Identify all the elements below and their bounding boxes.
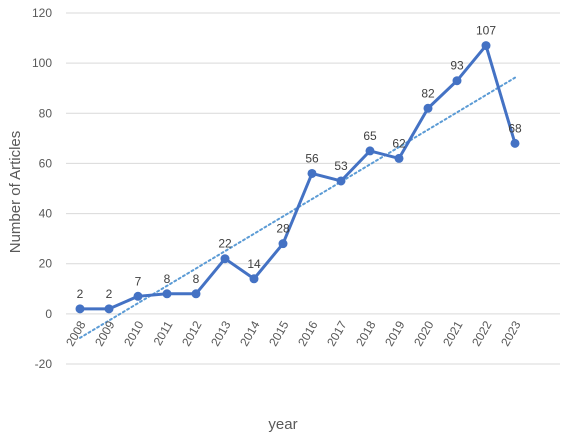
point-2009: [104, 304, 114, 314]
y-tick-40: 40: [39, 207, 53, 221]
gridlines: [66, 12, 560, 365]
point-2013: [220, 254, 230, 264]
x-tick-2010: 2010: [121, 318, 147, 348]
x-tick-2014: 2014: [237, 318, 263, 348]
point-2017: [336, 176, 346, 186]
data-label-2013: 22: [218, 237, 232, 251]
data-label-2008: 2: [77, 287, 84, 301]
x-tick-2009: 2009: [92, 318, 118, 348]
point-2016: [307, 168, 317, 178]
y-tick--20: -20: [35, 357, 53, 371]
y-tick-60: 60: [39, 156, 53, 170]
data-label-2022: 107: [476, 24, 496, 38]
series-line: [80, 44, 517, 311]
x-tick-2008: 2008: [63, 318, 89, 348]
data-points: [75, 41, 520, 314]
x-tick-2019: 2019: [382, 318, 408, 348]
data-label-2009: 2: [106, 287, 113, 301]
point-2021: [452, 76, 462, 86]
data-label-2010: 7: [135, 274, 142, 288]
x-tick-2020: 2020: [411, 318, 437, 348]
point-2018: [365, 146, 375, 156]
x-tick-2013: 2013: [208, 318, 234, 348]
y-tick-80: 80: [39, 106, 53, 120]
y-axis-title: Number of Articles: [7, 131, 24, 254]
y-tick-labels: -20 0 20 40 60 80 100 120: [32, 6, 52, 371]
x-tick-2018: 2018: [353, 318, 379, 348]
x-axis-title: year: [268, 416, 297, 433]
data-label-2023: 68: [508, 121, 522, 135]
y-tick-20: 20: [39, 257, 53, 271]
data-label-2011: 8: [164, 272, 171, 286]
x-tick-2017: 2017: [324, 318, 350, 348]
data-label-2016: 56: [305, 151, 319, 165]
point-2022: [481, 41, 491, 51]
point-2015: [278, 239, 288, 249]
point-2008: [75, 304, 85, 314]
x-tick-2023: 2023: [498, 318, 524, 348]
y-tick-0: 0: [45, 307, 52, 321]
point-2011: [162, 289, 172, 299]
data-label-2015: 28: [276, 222, 290, 236]
series-polyline: [80, 44, 517, 311]
point-2014: [249, 274, 259, 284]
point-2010: [133, 291, 143, 301]
point-2020: [423, 103, 433, 113]
point-2023: [510, 138, 520, 148]
data-label-2012: 8: [193, 272, 200, 286]
x-tick-labels: 2008 2009 2010 2011 2012 2013 2014 2015 2016 2017…: [63, 318, 524, 348]
y-tick-100: 100: [32, 56, 52, 70]
data-label-2019: 62: [392, 136, 406, 150]
data-label-2020: 82: [421, 86, 435, 100]
data-label-2014: 14: [247, 257, 261, 271]
point-2019: [394, 153, 404, 163]
x-tick-2022: 2022: [469, 318, 495, 348]
x-tick-2016: 2016: [295, 318, 321, 348]
data-label-2018: 65: [363, 129, 377, 143]
x-tick-2011: 2011: [151, 318, 176, 348]
x-tick-2021: 2021: [440, 318, 466, 348]
data-label-2017: 53: [334, 159, 348, 173]
data-label-2021: 93: [450, 59, 464, 73]
point-2012: [191, 289, 201, 299]
x-tick-2012: 2012: [179, 318, 205, 348]
y-tick-120: 120: [32, 6, 52, 20]
x-tick-2015: 2015: [266, 318, 292, 348]
